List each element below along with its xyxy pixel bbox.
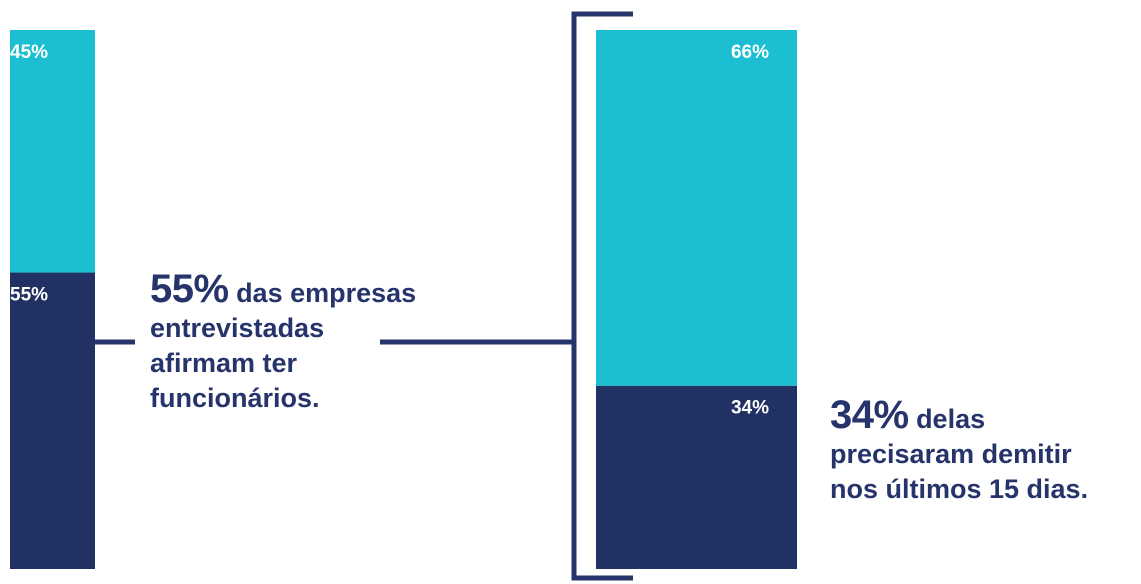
bar-1-segment-1 <box>10 272 95 569</box>
right-annotation-highlight: 34% <box>830 393 909 437</box>
right-annotation-line3: nos últimos 15 dias. <box>830 474 1089 504</box>
bar-1-segment-1-label: 55% <box>10 285 48 306</box>
bracket-right-bar <box>571 11 633 581</box>
left-annotation-line3: afirmam ter <box>150 348 298 378</box>
right-annotation-line1: delas <box>908 404 986 434</box>
right-annotation: 34% delas precisaram demitir nos últimos… <box>830 395 1141 507</box>
left-annotation-highlight: 55% <box>150 267 229 311</box>
left-annotation-line1: das empresas <box>228 278 417 308</box>
left-annotation-line4: funcionários. <box>150 383 320 413</box>
left-annotation: 55% das empresas entrevistadas afirmam t… <box>150 269 490 416</box>
bar-1-segment-2-label: 45% <box>10 42 48 63</box>
bar-2-segment-1-label: 34% <box>731 398 769 419</box>
bar-1-segment-2 <box>10 30 95 273</box>
right-annotation-line2: precisaram demitir <box>830 439 1072 469</box>
connectors-layer <box>95 11 633 581</box>
bar-2-segment-1 <box>596 385 797 569</box>
bars-layer: 55% 45% 34% 66% <box>10 30 797 569</box>
bar-2-segment-2-label: 66% <box>731 42 769 63</box>
bar-2-segment-2 <box>596 30 797 386</box>
left-annotation-line2: entrevistadas <box>150 313 325 343</box>
